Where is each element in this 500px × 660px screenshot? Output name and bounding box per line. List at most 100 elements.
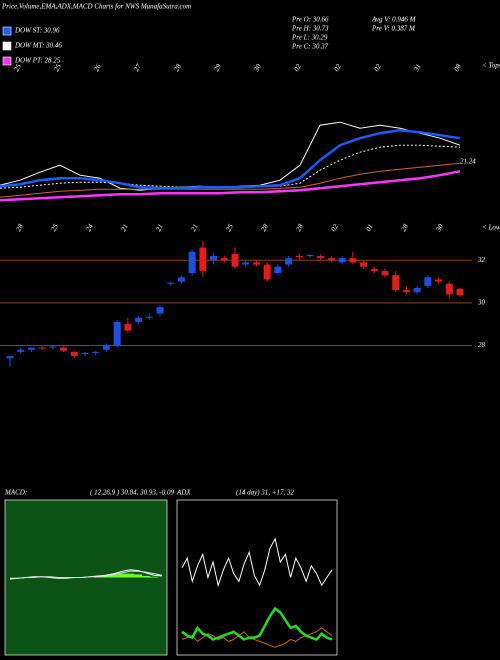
date-label: 31 bbox=[412, 63, 423, 74]
date-label: 02 bbox=[329, 222, 340, 232]
candle-body bbox=[413, 287, 421, 293]
candle-body bbox=[424, 277, 432, 286]
candle-body bbox=[306, 254, 314, 257]
date-label: 28 bbox=[14, 222, 25, 232]
panel-title: ADX bbox=[176, 489, 191, 497]
ema-line bbox=[0, 144, 461, 189]
date-label: 28 bbox=[399, 222, 410, 232]
info-text: Pre O: 30.66 bbox=[291, 16, 329, 24]
candle-body bbox=[70, 351, 78, 357]
candle-body bbox=[242, 262, 250, 265]
date-label: 01 bbox=[364, 223, 374, 233]
date-label: 02 bbox=[332, 62, 343, 72]
adx-line bbox=[181, 606, 333, 641]
histogram-bar bbox=[142, 575, 150, 578]
candle-body bbox=[435, 279, 443, 282]
macd-line bbox=[10, 570, 163, 579]
histogram-bar bbox=[118, 573, 126, 578]
candle-body bbox=[210, 256, 218, 261]
legend-label: DOW PT: 28.25 bbox=[14, 57, 61, 65]
histogram-bar bbox=[134, 574, 142, 578]
date-label: 30 bbox=[434, 222, 445, 233]
date-label: 25 bbox=[12, 62, 23, 72]
candle-body bbox=[17, 349, 25, 352]
candle-body bbox=[360, 262, 368, 267]
candle-body bbox=[295, 256, 303, 258]
candle-body bbox=[456, 288, 464, 295]
candle-body bbox=[38, 347, 46, 349]
histogram-bar bbox=[126, 573, 134, 578]
info-text: Pre C: 30.37 bbox=[291, 43, 329, 51]
legend-label: DOW ST: 30.96 bbox=[14, 27, 60, 35]
page-title: Price,Volume,EMA,ADX,MACD Charts for NWS… bbox=[1, 3, 191, 11]
candle-body bbox=[27, 347, 35, 350]
candle-body bbox=[81, 352, 89, 354]
panel-subtitle: ( 12,26,9 ) 30.84, 30.93, -0.09 bbox=[90, 489, 174, 497]
candle-body bbox=[327, 258, 335, 261]
candle-body bbox=[402, 290, 410, 293]
candle-body bbox=[49, 346, 57, 348]
legend-swatch bbox=[2, 56, 12, 66]
candle-body bbox=[124, 324, 132, 331]
candle-body bbox=[177, 277, 185, 282]
candle-body bbox=[156, 307, 164, 314]
date-label: 28 bbox=[259, 222, 270, 232]
info-text: Avg V: 0.946 M bbox=[371, 16, 417, 24]
candle-body bbox=[135, 317, 143, 323]
panel bbox=[176, 499, 338, 656]
date-label: 21 bbox=[119, 223, 129, 233]
candle-body bbox=[102, 345, 110, 350]
date-label: 02 bbox=[372, 62, 383, 72]
candle-body bbox=[445, 283, 453, 295]
candle-body bbox=[188, 251, 196, 274]
ema-line bbox=[0, 169, 461, 202]
date-label: 21 bbox=[154, 223, 164, 233]
date-label: 26 bbox=[92, 62, 103, 72]
y-tick-label: 32 bbox=[477, 256, 486, 264]
candle-body bbox=[274, 266, 282, 274]
ema-line bbox=[0, 162, 461, 198]
histogram-bar bbox=[110, 574, 118, 578]
candle-body bbox=[263, 264, 271, 280]
info-text: Pre H: 30.73 bbox=[291, 25, 329, 33]
date-label: 27 bbox=[132, 62, 143, 72]
candle-body bbox=[60, 347, 68, 351]
candle-body bbox=[392, 275, 400, 291]
annotation: 21.24 bbox=[460, 158, 476, 166]
candle-body bbox=[220, 258, 228, 261]
date-label: 25 bbox=[224, 222, 235, 232]
date-label: 02 bbox=[292, 62, 303, 72]
candle-body bbox=[92, 351, 100, 353]
info-text: Pre V: 0.387 M bbox=[371, 25, 416, 33]
info-text: Pre L: 30.29 bbox=[291, 34, 328, 42]
legend-swatch bbox=[2, 41, 12, 51]
y-tick-label: 28 bbox=[478, 341, 486, 349]
histogram-bar bbox=[150, 576, 158, 578]
candle-body bbox=[231, 253, 239, 267]
date-label: 08 bbox=[452, 62, 463, 72]
y-tick-label: 30 bbox=[477, 298, 486, 306]
histogram-bar bbox=[102, 575, 110, 578]
date-label: 25 bbox=[52, 62, 63, 72]
date-label: 25 bbox=[49, 222, 60, 232]
ema-line bbox=[0, 128, 461, 190]
date-label: 21 bbox=[189, 223, 199, 233]
candle-body bbox=[252, 262, 260, 265]
legend-label: DOW MT: 30.46 bbox=[14, 42, 62, 50]
panel-subtitle: (14 day) 31, +17, 32 bbox=[236, 489, 294, 497]
adx-line bbox=[181, 537, 333, 588]
side-label: < Lows bbox=[482, 224, 500, 232]
panel-title: MACD: bbox=[4, 489, 27, 497]
candle-body bbox=[6, 356, 14, 359]
candle-body bbox=[349, 258, 357, 263]
candle-body bbox=[285, 258, 293, 265]
date-label: 30 bbox=[252, 62, 263, 73]
candle-body bbox=[113, 322, 121, 346]
date-label: 28 bbox=[294, 222, 305, 232]
date-label: 28 bbox=[172, 62, 183, 72]
candle-body bbox=[338, 258, 346, 263]
side-label: < Tops bbox=[482, 62, 500, 70]
candle-body bbox=[317, 256, 325, 259]
candle-body bbox=[381, 270, 389, 276]
